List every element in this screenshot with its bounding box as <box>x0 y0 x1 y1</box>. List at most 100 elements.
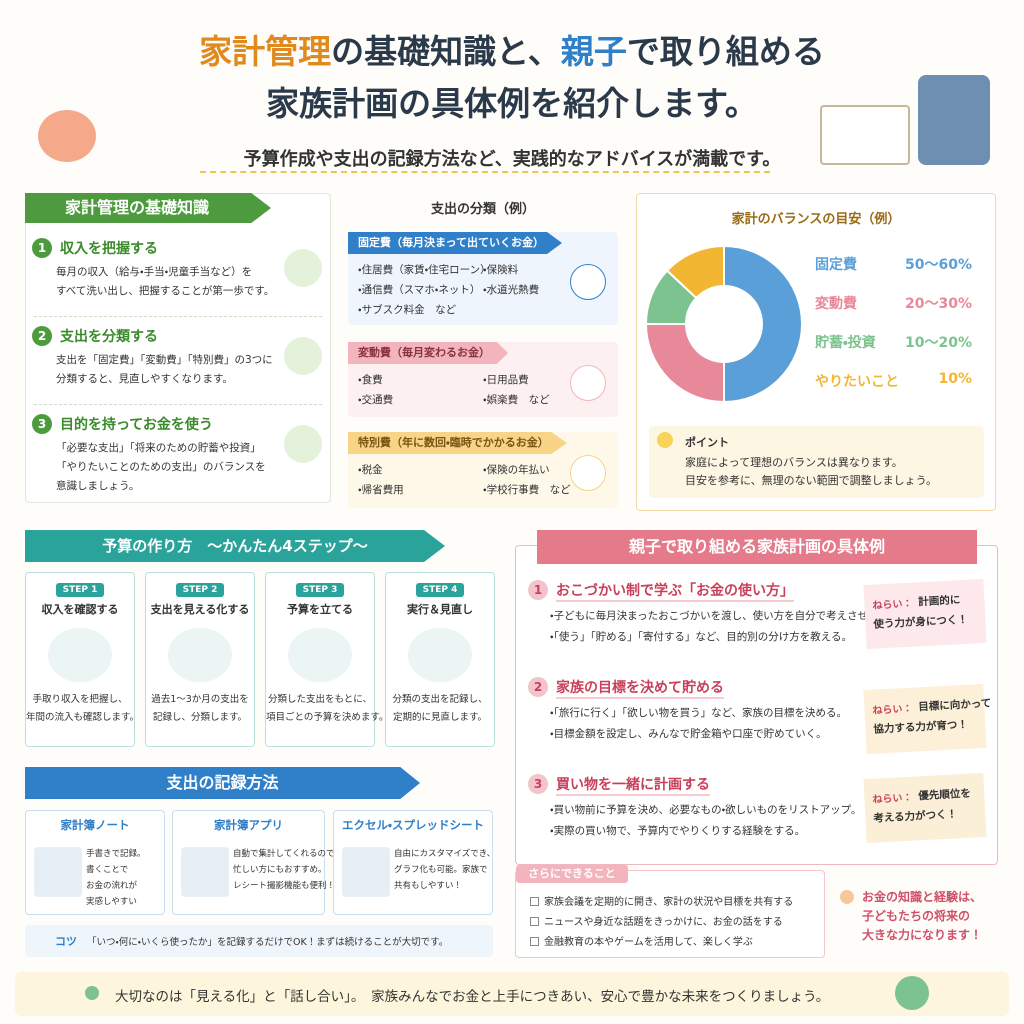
item-number: 1 <box>32 238 52 258</box>
note-line: 使う力が身につく！ <box>873 613 969 631</box>
item-number: 3 <box>32 414 52 434</box>
icon <box>85 986 99 1000</box>
note-line: 考える力がつく！ <box>873 808 958 825</box>
legend-range: 10% <box>938 371 972 387</box>
category-heading: 変動費（毎月変わるお金） <box>348 342 508 364</box>
icon <box>840 890 854 904</box>
step-label: STEP 3 <box>296 583 344 597</box>
legend-range: 20〜30% <box>905 296 972 312</box>
item-number: 3 <box>528 774 548 794</box>
icon <box>570 455 606 491</box>
text-line: 実感しやすい <box>86 897 137 907</box>
item-number: 1 <box>528 580 548 600</box>
text-line: 毎月の収入（給与・手当・児童手当など）を <box>56 266 253 278</box>
text-line: 「やりたいことのための支出」のバランスを <box>56 461 266 473</box>
family-item: 1 おこづかい制で学ぶ「お金の使い方」 ・子どもに毎月決まったおこづかいを渡し、使い… <box>520 578 990 668</box>
category-box: 変動費（毎月変わるお金） ・食費 ・日用品費 ・交通費 ・娯楽費 など <box>348 342 618 417</box>
note: ねらい： 計画的に 使う力が身につく！ <box>863 578 987 650</box>
step-card: STEP 2 支出を見える化する 過去1～3か月の支出を 記録し、分類します。 <box>145 572 255 747</box>
item-number: 2 <box>528 677 548 697</box>
tip-label: コツ <box>55 935 77 948</box>
icon <box>284 337 322 375</box>
family-item: 3 買い物を一緒に計画する・買い物前に予算を決め、必要なもの・欲しいものをリストア… <box>520 772 990 862</box>
category-item: ・食費 <box>358 374 383 386</box>
text-line: ・目標金額を設定し、みんなで貯金箱や口座で貯めていく。 <box>550 728 827 740</box>
extra-title: さらにできること <box>516 865 628 883</box>
category-item: ・水道光熱費 <box>483 284 540 296</box>
tip-text: 「いつ・何に・いくら使ったか」を記録するだけでOK！まずは続けることが大切です。 <box>87 937 449 948</box>
divider <box>34 316 322 317</box>
section-title: 支出の分類（例） <box>430 202 535 217</box>
step-heading: 支出を見える化する <box>150 603 250 616</box>
note: ねらい： 目標に向かって 協力する力が育つ！ <box>863 683 992 755</box>
point-box: ポイント 家庭によって理想のバランスは異なります。 目安を参考に、無理のない範囲で調… <box>649 426 984 498</box>
section-banner: 親子で取り組める家族計画の具体例 <box>537 530 977 564</box>
category-item: ・学校行事費 など <box>483 484 571 496</box>
text-line: 過去1～3か月の支出を <box>151 694 249 705</box>
step-label: STEP 2 <box>176 583 224 597</box>
text-line: 分類した支出をもとに、 <box>267 694 373 705</box>
category-item: ・交通費 <box>358 394 394 406</box>
text-line: 記録し、分類します。 <box>152 712 248 723</box>
icon <box>657 432 673 448</box>
method-icon <box>181 847 229 897</box>
text-line: 項目ごとの予算を決めます。 <box>266 712 389 723</box>
basics-item: 1 収入を把握する 毎月の収入（給与・手当・児童手当など）を すべて洗い出し、把握する… <box>26 234 330 319</box>
icon <box>288 628 352 682</box>
step-label: STEP 1 <box>56 583 104 597</box>
basics-item: 2 支出を分類する 支出を「固定費」「変動費」「特別費」の3つに 分類すると、見直しや… <box>26 322 330 407</box>
text-line: レシート撮影機能も便利！ <box>233 881 336 891</box>
category-heading: 特別費（年に数回・臨時でかかるお金） <box>348 432 567 454</box>
checkbox <box>530 917 539 926</box>
step-heading: 収入を確認する <box>41 603 119 616</box>
calculator <box>918 75 990 165</box>
text-line: 共有もしやすい！ <box>394 881 462 891</box>
donut-segment <box>665 244 725 300</box>
section-title: 家計のバランスの目安（例） <box>731 212 901 227</box>
icon <box>570 364 606 401</box>
subtitle-underline <box>200 171 770 173</box>
category-item: ・通信費（スマホ・ネット） <box>358 284 481 296</box>
category-box: 固定費（毎月決まって出ていくお金） ・住居費（家賃・住宅ローン） ・保険料 ・通信費（… <box>348 232 618 325</box>
checkbox <box>530 897 539 906</box>
text-line: すべて洗い出し、把握することが第一歩です。 <box>56 285 275 297</box>
footer-text: 大切なのは「見える化」と「話し合い」。 家族みんなでお金と上手につきあい、安心で… <box>115 989 830 1005</box>
category-item: ・娯楽費 など <box>483 394 550 406</box>
legend-name: 貯蓄・投資 <box>815 335 876 351</box>
text-line: 書くことで <box>86 865 129 875</box>
classification: 支出の分類（例） 固定費（毎月決まって出ていくお金） ・住居費（家賃・住宅ローン）・… <box>348 198 618 510</box>
text-line: 目安を参考に、無理のない範囲で調整しましょう。 <box>685 474 938 487</box>
text-line: 「必要な支出」「将来のための貯蓄や投資」 <box>56 442 261 454</box>
footer: 大切なのは「見える化」と「話し合い」。 家族みんなでお金と上手につきあい、安心で… <box>15 972 1009 1016</box>
method-card: 家計簿ノート 手書きで記録。 書くことで お金の流れが 実感しやすい <box>25 810 165 915</box>
extra-item: ニュースや身近な話題をきっかけに、お金の話をする <box>544 917 783 928</box>
step-card: STEP 3 予算を立てる分類した支出をもとに、項目ごとの予算を決めます。 <box>265 572 389 747</box>
donut-segment <box>723 244 803 404</box>
text-line: 年間の流入も確認します。 <box>26 712 140 723</box>
category-item: ・保険の年払い <box>483 464 550 476</box>
title-part: の基礎知識と、 <box>331 32 561 71</box>
item-heading: 買い物を一緒に計画する <box>556 774 710 796</box>
category-item: ・保険料 <box>483 264 519 276</box>
note-label: ねらい： <box>872 703 913 717</box>
text-line: 手書きで記録。 <box>86 849 146 859</box>
item-heading: 支出を分類する <box>60 329 158 345</box>
step-heading: 予算を立てる <box>287 603 353 616</box>
category-item: ・税金 <box>358 464 383 476</box>
note: ねらい： 優先順位を 考える力がつく！ <box>863 772 987 844</box>
text-line: ・買い物前に予算を決め、必要なもの・欲しいものをリストアップ。 <box>550 804 862 816</box>
subtitle: 予算作成や支出の記録方法など、実践的なアドバイスが満載です。 <box>243 149 781 170</box>
text-line: 手取り収入を把握し、 <box>32 694 128 705</box>
category-item: ・住居費（家賃・住宅ローン） <box>358 264 491 276</box>
icon <box>284 249 322 287</box>
text-line: ・実際の買い物で、予算内でやりくりする経験をする。 <box>550 825 806 837</box>
text-line: お金の知識と経験は、 <box>862 890 983 904</box>
note-line: 目標に向かって <box>918 697 992 714</box>
method-card: 家計簿アプリ 自動で集計してくれるので、 忙しい方にもおすすめ。 レシート撮影機能も便… <box>172 810 343 915</box>
title-part: で取り組める <box>626 32 825 71</box>
text-line: 支出を「固定費」「変動費」「特別費」の3つに <box>56 354 273 366</box>
title-line2: 家族計画の具体例を紹介します。 <box>266 84 758 123</box>
title-part: 親子 <box>560 32 627 71</box>
tip-box: コツ 「いつ・何に・いくら使ったか」を記録するだけでOK！まずは続けることが大切で… <box>25 925 493 957</box>
